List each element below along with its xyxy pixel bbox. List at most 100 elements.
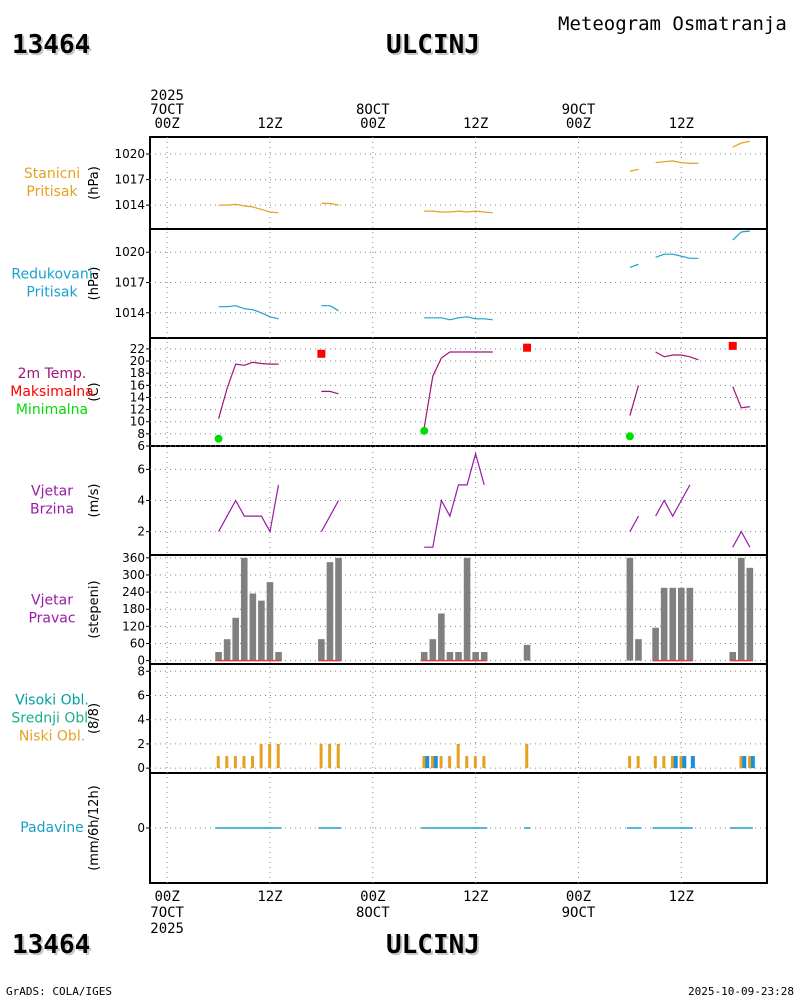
y-tick-label: 22 (130, 342, 145, 356)
y-tick-label: 300 (122, 568, 145, 582)
time-label-top: 2025 (150, 88, 184, 104)
time-label-bottom: 12Z (669, 889, 694, 905)
series-line (321, 390, 339, 395)
low-cloud-bar (233, 756, 237, 769)
high-cloud-bar (750, 756, 755, 769)
y-tick-label: 1020 (114, 147, 145, 161)
y-tick-label: 6 (137, 462, 145, 476)
direction-bar (455, 652, 462, 661)
low-cloud-bar (525, 743, 529, 769)
panel-frame-wind-speed (149, 445, 768, 556)
direction-bar (429, 639, 437, 661)
y-tick-label: 180 (122, 602, 145, 616)
tmin-marker (214, 434, 223, 443)
direction-bar (660, 587, 668, 661)
low-cloud-bar (242, 756, 246, 769)
panel-label: 2m Temp. (18, 366, 87, 382)
tmax-marker (523, 343, 532, 352)
time-label-bottom: 9OCT (562, 905, 596, 921)
station-id-bottom: 13464 (12, 930, 91, 960)
direction-bar (249, 593, 257, 661)
panel-label: Pravac (28, 611, 75, 627)
series-line (424, 451, 485, 548)
y-tick-label: 120 (122, 619, 145, 633)
series-line (424, 316, 493, 321)
y-tick-label: 0 (137, 821, 145, 835)
low-cloud-bar (670, 756, 674, 769)
panel-label: Maksimalna (10, 384, 94, 400)
y-tick-label: 1017 (114, 275, 145, 289)
grid-lines (146, 137, 767, 883)
series-line (629, 168, 639, 172)
panel-label: Minimalna (16, 402, 88, 418)
low-cloud-bar (216, 756, 220, 769)
low-cloud-bar (319, 743, 323, 769)
panel-frame-reduced-pressure (149, 228, 768, 339)
y-tick-label: 6 (137, 688, 145, 702)
high-cloud-bar (690, 756, 695, 769)
direction-bar (266, 582, 274, 661)
low-cloud-bar (336, 743, 340, 769)
direction-bar (472, 652, 479, 661)
series-line (629, 385, 640, 416)
station-id-top: 13464 (12, 30, 91, 60)
low-cloud-bar (225, 756, 229, 769)
time-label-bottom: 12Z (463, 889, 488, 905)
y-tick-label: 4 (137, 494, 145, 508)
unit-label: (8/8) (87, 703, 102, 734)
series-line (218, 203, 279, 214)
low-cloud-bar (328, 743, 332, 769)
y-tick-label: 0 (137, 761, 145, 775)
direction-bar (746, 567, 754, 661)
high-cloud-bar (682, 756, 687, 769)
meteogram-subtitle: Meteogram Osmatranja (558, 13, 787, 35)
direction-bar (446, 652, 454, 661)
panel-label: Pritisak (26, 285, 78, 301)
unit-label: (stepeni) (87, 580, 102, 638)
tmin-marker (625, 432, 634, 441)
station-name-top: ULCINJ (386, 30, 480, 60)
direction-bar (275, 652, 282, 661)
series-line (655, 253, 699, 259)
series-line (629, 515, 640, 532)
low-cloud-bar (276, 743, 280, 769)
panel-label: Vjetar (31, 484, 73, 500)
series-line (732, 386, 750, 409)
direction-bar (737, 557, 745, 661)
direction-bar (669, 587, 677, 661)
time-label-bottom: 00Z (360, 889, 385, 905)
series-line (218, 361, 279, 419)
y-tick-label: 8 (137, 427, 145, 441)
y-tick-label: 1014 (114, 198, 145, 212)
direction-bar (215, 652, 222, 661)
high-cloud-bar (433, 756, 438, 769)
time-label-bottom: 2025 (150, 921, 184, 937)
panel-frame-temperature (149, 337, 768, 447)
direction-bar (420, 652, 428, 661)
high-cloud-bar (673, 756, 678, 769)
time-label-top: 12Z (669, 116, 694, 132)
series-line (321, 202, 339, 206)
direction-bar (729, 652, 737, 661)
station-name-bottom: ULCINJ (386, 930, 480, 960)
unit-label: (C) (87, 382, 102, 401)
low-cloud-bar (748, 756, 752, 769)
panel-label: Brzina (30, 502, 74, 518)
y-tick-label: 0 (137, 654, 145, 668)
series-line (218, 305, 279, 320)
direction-bar (463, 557, 471, 661)
y-tick-label: 1014 (114, 306, 145, 320)
panel-label: Pritisak (26, 184, 78, 200)
series-line (732, 530, 751, 548)
grads-credit: GrADS: COLA/IGES (6, 985, 112, 998)
time-label-bottom: 00Z (154, 889, 179, 905)
series-line (732, 140, 751, 148)
direction-bar (678, 587, 685, 661)
panel-label: Stanicni (24, 166, 80, 182)
y-tick-label: 2 (137, 525, 145, 539)
low-cloud-bar (268, 743, 272, 769)
series-line (655, 160, 699, 164)
y-tick-label: 10 (130, 415, 145, 429)
y-tick-label: 4 (137, 713, 145, 727)
low-cloud-bar (482, 756, 486, 769)
